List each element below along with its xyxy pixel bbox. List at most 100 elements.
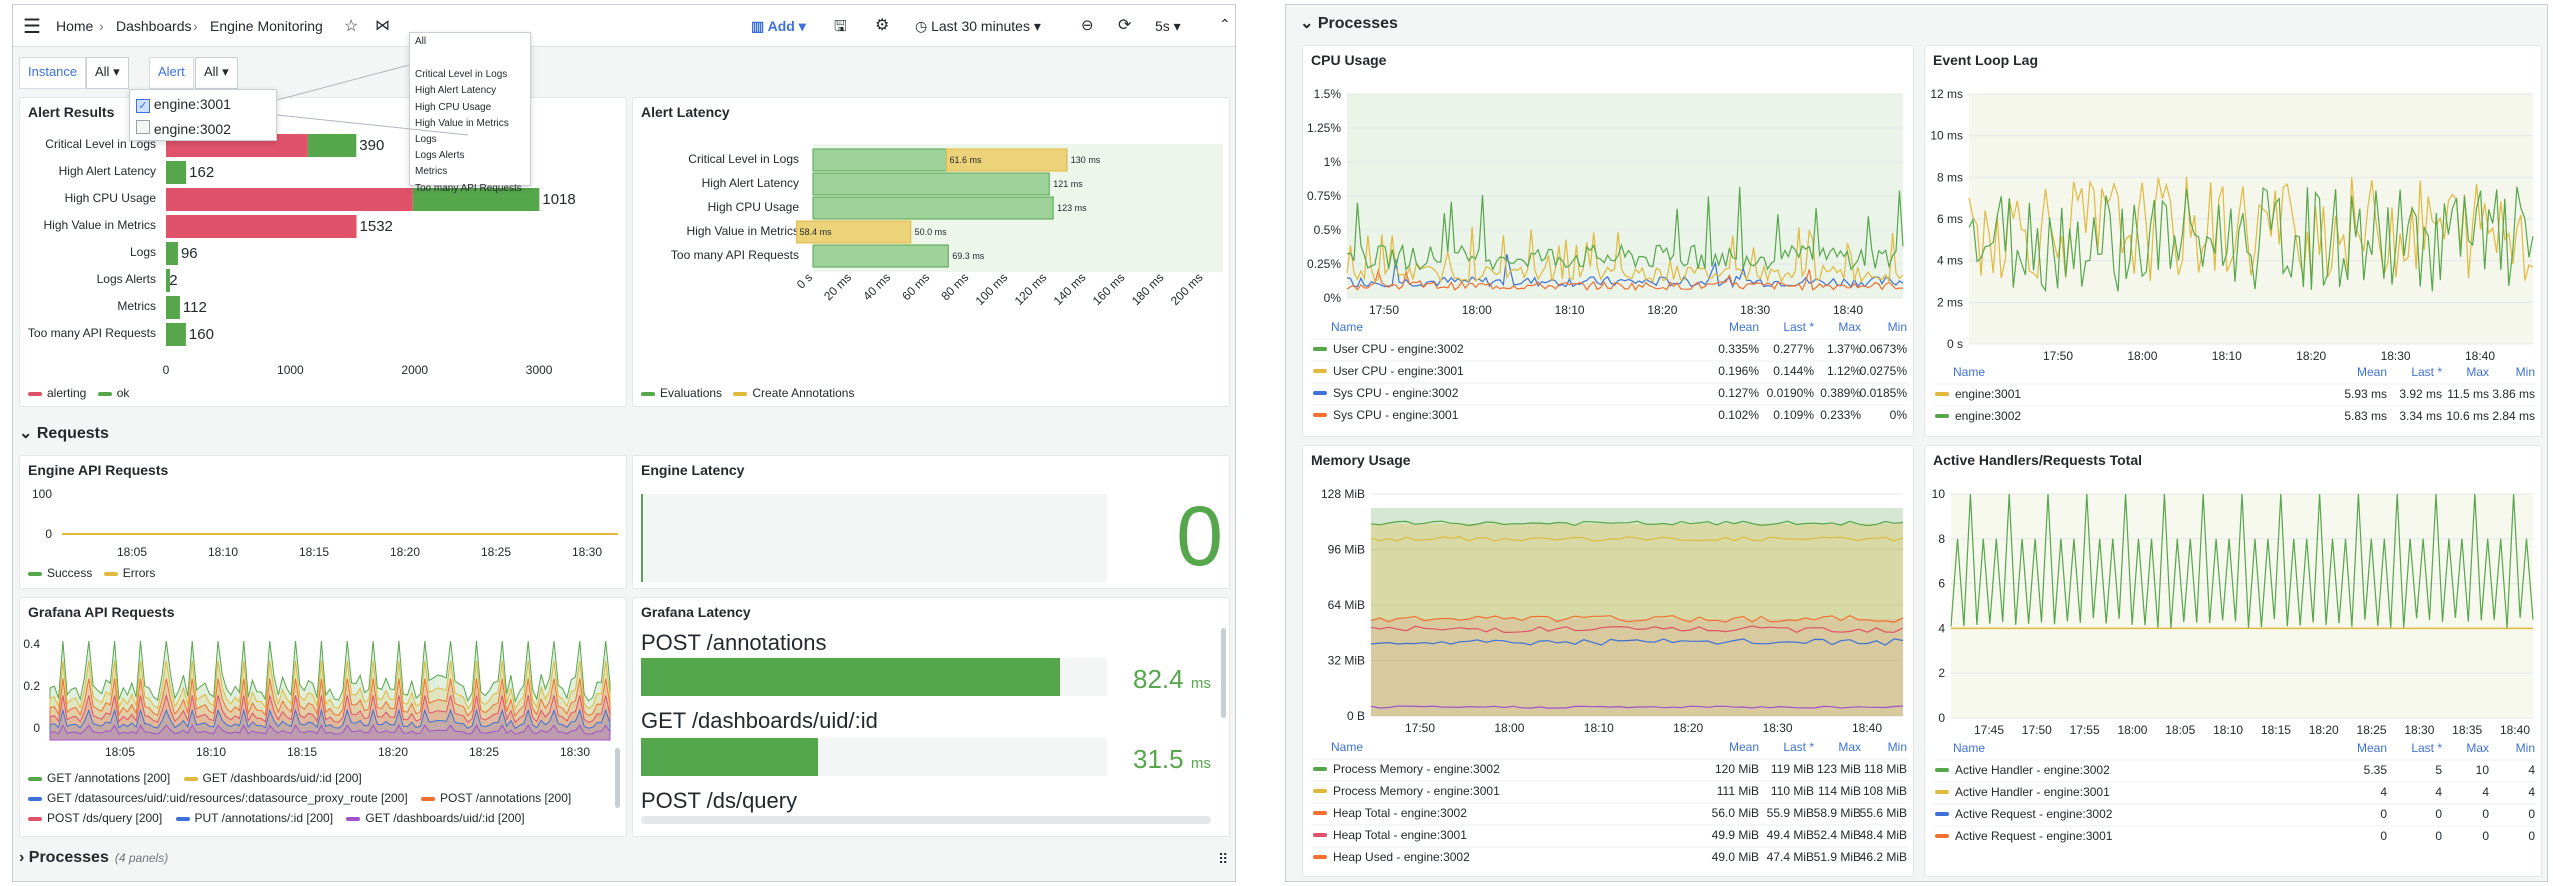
alert-option[interactable]: High Value in Metrics bbox=[415, 117, 509, 129]
legend-item[interactable]: GET /dashboards/uid/:id [200] bbox=[202, 771, 362, 785]
legend-value: 0 bbox=[2528, 807, 2535, 821]
legend-value: 0.277% bbox=[1773, 342, 1814, 356]
legend-series-name: Heap Used - engine:3002 bbox=[1333, 850, 1470, 864]
alert-option[interactable]: Critical Level in Logs bbox=[415, 69, 508, 81]
refresh-interval-picker[interactable]: 5s ▾ bbox=[1155, 18, 1181, 34]
alert-option[interactable]: Metrics bbox=[415, 166, 448, 178]
bar-ok bbox=[166, 323, 186, 346]
value-unit: ms bbox=[1190, 675, 1211, 692]
horizontal-scrollbar[interactable] bbox=[641, 816, 1211, 824]
legend-value: 111 MiB bbox=[1717, 784, 1759, 798]
menu-icon[interactable]: ☰ bbox=[23, 16, 41, 38]
x-tick-label: 18:10 bbox=[2213, 723, 2243, 737]
legend-item[interactable]: GET /dashboards/uid/:id [200] bbox=[365, 811, 525, 825]
add-button[interactable]: ▥ Add ▾ bbox=[751, 18, 806, 34]
x-tick-label: 18:25 bbox=[469, 745, 499, 758]
share-icon[interactable]: ⋈ bbox=[375, 17, 390, 34]
alert-latency-panel: Alert Latency Critical Level in Logs 61.6… bbox=[632, 97, 1230, 407]
latency-item-name: POST /annotations bbox=[641, 630, 827, 655]
time-range-picker[interactable]: ◷ Last 30 minutes ▾ bbox=[915, 18, 1041, 34]
checkbox-unchecked-icon[interactable] bbox=[136, 120, 150, 134]
collapse-icon[interactable]: ⌃ bbox=[1219, 16, 1231, 32]
clock-icon: ◷ bbox=[915, 18, 932, 34]
x-tick-label: 18:40 bbox=[1833, 303, 1863, 317]
legend-value: 0.127% bbox=[1718, 386, 1759, 400]
latency-bar-track bbox=[641, 658, 1107, 696]
instance-option[interactable]: ✓ engine:3001 bbox=[136, 96, 231, 113]
processes-row-header[interactable]: ⌄ Processes bbox=[1300, 13, 1398, 33]
alert-results-chart: Critical Level in Logs1140390High Alert … bbox=[28, 134, 576, 377]
vertical-scrollbar[interactable] bbox=[1221, 628, 1226, 718]
checkbox-checked-icon[interactable]: ✓ bbox=[136, 99, 150, 113]
chart-legend: Evaluations Create Annotations bbox=[641, 386, 854, 400]
legend-item-success[interactable]: Success bbox=[47, 566, 93, 580]
refresh-interval-label: 5s bbox=[1155, 18, 1170, 34]
alert-variable-select[interactable]: All ▾ bbox=[195, 57, 238, 89]
y-tick-label: 0.75% bbox=[1307, 189, 1341, 203]
alert-option[interactable]: All bbox=[415, 36, 427, 47]
x-tick-label: 120 ms bbox=[1012, 270, 1050, 308]
breadcrumb-home[interactable]: Home bbox=[56, 18, 94, 34]
settings-icon[interactable]: ⚙ bbox=[875, 17, 890, 34]
breadcrumb-separator: › bbox=[99, 18, 104, 34]
panel-title: Engine Latency bbox=[641, 462, 745, 478]
breadcrumb-dashboards[interactable]: Dashboards bbox=[116, 18, 192, 34]
legend-item-ok[interactable]: ok bbox=[116, 386, 130, 400]
x-tick-label: 17:45 bbox=[1974, 723, 2004, 737]
bar-value-label: 69.3 ms bbox=[952, 251, 985, 261]
bar-value-label: 1532 bbox=[360, 218, 393, 235]
legend-swatch bbox=[175, 816, 190, 821]
right-screenshot: ⌄ Processes CPU Usage 1.5% 1.25% 1% 0.75% 0.… bbox=[1285, 4, 2548, 882]
legend-value: 5 bbox=[2435, 763, 2442, 777]
requests-row-header[interactable]: ⌄ Requests bbox=[19, 423, 109, 443]
legend-scrollbar[interactable] bbox=[615, 748, 620, 808]
category-label: High Alert Latency bbox=[702, 176, 799, 190]
latency-item-name: POST /ds/query bbox=[641, 788, 798, 813]
legend-item-errors[interactable]: Errors bbox=[122, 566, 156, 580]
legend-item-evaluations[interactable]: Evaluations bbox=[660, 386, 723, 400]
x-tick-label: 20 ms bbox=[821, 270, 854, 303]
legend-item-alerting[interactable]: alerting bbox=[47, 386, 87, 400]
legend-value: 5.83 ms bbox=[2344, 409, 2387, 423]
chevron-down-icon: ⌄ bbox=[1300, 15, 1318, 32]
legend-swatch bbox=[1313, 789, 1327, 793]
save-icon[interactable]: 🖫 bbox=[834, 18, 847, 35]
y-tick-label: 0.2 bbox=[23, 679, 40, 693]
star-icon[interactable]: ☆ bbox=[344, 18, 359, 35]
instance-option[interactable]: engine:3002 bbox=[136, 120, 231, 137]
legend-item[interactable]: POST /annotations [200] bbox=[440, 791, 572, 805]
chart-legend: Success Errors bbox=[28, 566, 155, 580]
legend-value: 0.233% bbox=[1820, 408, 1861, 422]
legend-item[interactable]: GET /datasources/uid/:uid/resources/:dat… bbox=[47, 791, 408, 805]
connector-line bbox=[276, 64, 410, 101]
legend-value: 4 bbox=[2528, 763, 2535, 777]
series-area-process-memory-3002 bbox=[1371, 507, 1903, 716]
legend-item-create-annotations[interactable]: Create Annotations bbox=[752, 386, 855, 400]
bar-value-label: 123 ms bbox=[1057, 203, 1087, 213]
alert-option[interactable]: Too many API Requests bbox=[415, 182, 522, 194]
legend-value: 0.389% bbox=[1820, 386, 1861, 400]
legend-value: 0.0190% bbox=[1767, 386, 1815, 400]
alert-option[interactable]: High Alert Latency bbox=[415, 85, 497, 97]
zoom-out-icon[interactable]: ⊖ bbox=[1081, 17, 1094, 34]
legend-swatch bbox=[421, 796, 435, 801]
legend-item[interactable]: GET /annotations [200] bbox=[47, 771, 171, 785]
drag-handle-icon[interactable]: ⠿ bbox=[1218, 851, 1229, 867]
legend-item[interactable]: POST /ds/query [200] bbox=[47, 811, 163, 825]
alert-option[interactable]: High CPU Usage bbox=[415, 101, 492, 113]
instance-variable-select[interactable]: All ▾ bbox=[86, 57, 129, 89]
legend-value: 2.84 ms bbox=[2492, 409, 2535, 423]
y-tick-label: 0 B bbox=[1347, 709, 1365, 723]
legend-item[interactable]: PUT /annotations/:id [200] bbox=[194, 811, 334, 825]
alert-latency-chart: Critical Level in Logs 61.6 ms 130 ms High … bbox=[671, 144, 1223, 308]
processes-row-collapsed[interactable]: › Processes (4 panels) bbox=[19, 849, 168, 867]
refresh-icon[interactable]: ⟳ bbox=[1118, 17, 1132, 34]
alert-option[interactable]: Logs Alerts bbox=[415, 150, 465, 162]
bar-ok bbox=[307, 134, 357, 157]
legend-value: 49.4 MiB bbox=[1767, 828, 1814, 842]
legend-series-name: Active Request - engine:3001 bbox=[1955, 829, 2113, 843]
bar-evaluations bbox=[812, 172, 1050, 196]
alert-option[interactable]: Logs bbox=[415, 134, 437, 145]
alert-results-panel: Alert Results Critical Level in Logs1140… bbox=[19, 97, 627, 407]
x-tick-label: 200 ms bbox=[1168, 270, 1206, 308]
